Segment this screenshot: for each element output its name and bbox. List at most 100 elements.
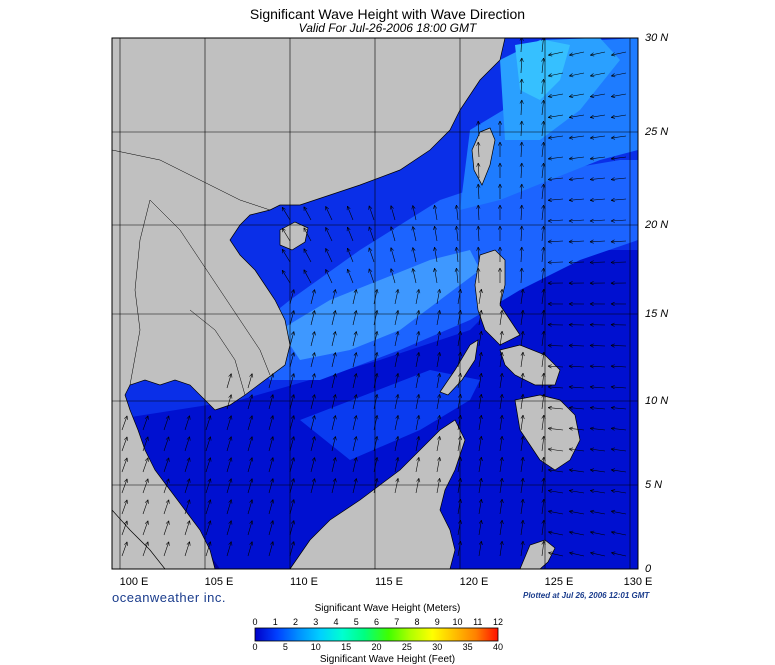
chart-subtitle: Valid For Jul-26-2006 18:00 GMT: [298, 21, 477, 35]
brand-name: oceanweather inc.: [112, 590, 227, 605]
wave-arrow: [289, 331, 295, 347]
wave-arrow-head: [499, 394, 503, 398]
wave-arrow-head: [437, 457, 440, 461]
wave-arrow: [590, 448, 606, 452]
wave-arrow-head: [522, 520, 525, 525]
wave-arrow: [347, 205, 354, 221]
wave-arrow-head: [548, 468, 553, 471]
wave-arrow: [548, 510, 564, 515]
wave-arrow-head: [501, 499, 504, 504]
wave-arrow-head: [439, 373, 442, 378]
lon-label: 105 E: [204, 576, 234, 588]
wave-arrow-head: [290, 415, 295, 419]
wave-arrow-head: [251, 478, 254, 483]
wave-arrow-head: [569, 551, 574, 553]
wave-arrow-head: [314, 331, 316, 336]
wave-arrow: [569, 51, 585, 56]
wave-arrow-head: [541, 519, 545, 524]
wave-arrow: [478, 457, 482, 473]
wave-arrow: [548, 448, 564, 452]
wave-arrow-head: [478, 436, 482, 440]
wave-arrow-head: [590, 137, 595, 140]
wave-arrow-head: [325, 269, 329, 273]
wave-arrow: [394, 352, 399, 368]
wave-arrow-head: [477, 225, 481, 230]
wave-arrow: [226, 499, 232, 515]
wave-arrow: [390, 268, 396, 284]
wave-arrow-head: [568, 365, 573, 369]
wave-arrow-head: [548, 510, 552, 514]
wave-arrow-head: [460, 499, 462, 504]
wave-arrow-head: [376, 331, 379, 336]
wave-arrow-head: [499, 267, 502, 272]
wave-arrow-head: [251, 541, 254, 546]
lon-label: 120 E: [459, 576, 489, 588]
wave-arrow-head: [376, 310, 379, 315]
wave-arrow-head: [249, 415, 253, 419]
wave-arrow: [368, 226, 375, 242]
wave-arrow-head: [231, 499, 233, 504]
wave-arrow-head: [144, 415, 149, 419]
wave-arrow: [415, 394, 420, 410]
wave-arrow: [457, 394, 461, 410]
wave-arrow-head: [270, 478, 274, 482]
wave-arrow: [457, 499, 461, 515]
wave-arrow: [247, 478, 253, 494]
wave-arrow-head: [501, 373, 504, 378]
wave-arrow-head: [521, 120, 524, 125]
wave-arrow-head: [251, 373, 254, 378]
wave-arrow-head: [168, 415, 170, 420]
wave-arrow-head: [347, 268, 351, 273]
wave-arrow-head: [522, 499, 525, 504]
wave-arrow: [289, 289, 295, 305]
wave-arrow-head: [481, 373, 483, 378]
wave-arrow: [352, 289, 357, 305]
wave-arrow-head: [611, 490, 615, 494]
wave-arrow-head: [548, 137, 553, 140]
colorbar-tick-feet: 5: [282, 642, 288, 652]
wave-arrow-head: [611, 117, 616, 119]
wave-arrow: [541, 541, 545, 557]
wave-arrow-head: [610, 385, 615, 388]
wave-arrow-head: [290, 457, 295, 461]
wave-arrow-head: [610, 260, 615, 263]
wave-arrow-head: [477, 120, 481, 125]
wave-arrow: [478, 478, 482, 494]
wave-arrow-head: [590, 158, 594, 161]
wave-arrow: [569, 135, 585, 139]
wave-arrow-head: [547, 303, 552, 306]
wave-arrow-head: [547, 386, 552, 390]
wave-arrow-head: [460, 394, 462, 399]
wave-arrow-head: [457, 289, 461, 293]
wave-arrow-head: [611, 530, 616, 533]
wave-arrow-head: [478, 352, 482, 356]
wave-arrow: [541, 436, 545, 452]
wave-arrow: [281, 270, 291, 284]
wave-arrow: [310, 436, 315, 452]
wave-arrow-head: [353, 415, 357, 419]
wave-arrow: [569, 177, 585, 180]
wave-arrow: [569, 448, 585, 452]
wave-arrow: [568, 386, 585, 389]
wave-arrow: [457, 310, 461, 326]
wave-arrow-head: [569, 426, 573, 429]
wave-arrow-head: [543, 99, 546, 105]
wave-arrow: [310, 394, 315, 410]
wave-arrow-head: [335, 289, 337, 294]
wave-arrow: [456, 247, 459, 263]
wave-arrow-head: [433, 205, 435, 210]
wave-arrow: [541, 310, 545, 326]
mainland-asia: [112, 38, 506, 569]
wave-arrow-head: [335, 436, 337, 441]
wave-arrow-head: [499, 520, 503, 524]
wave-arrow-head: [356, 478, 358, 483]
wave-arrow: [478, 436, 482, 452]
wave-arrow: [436, 457, 440, 473]
wave-arrow-head: [460, 415, 462, 420]
wave-arrow-head: [416, 478, 420, 482]
wave-arrow: [347, 268, 354, 284]
wave-arrow-head: [314, 436, 316, 441]
wave-arrow: [226, 541, 232, 557]
wave-arrow: [415, 457, 420, 473]
wave-arrow-head: [548, 509, 553, 512]
